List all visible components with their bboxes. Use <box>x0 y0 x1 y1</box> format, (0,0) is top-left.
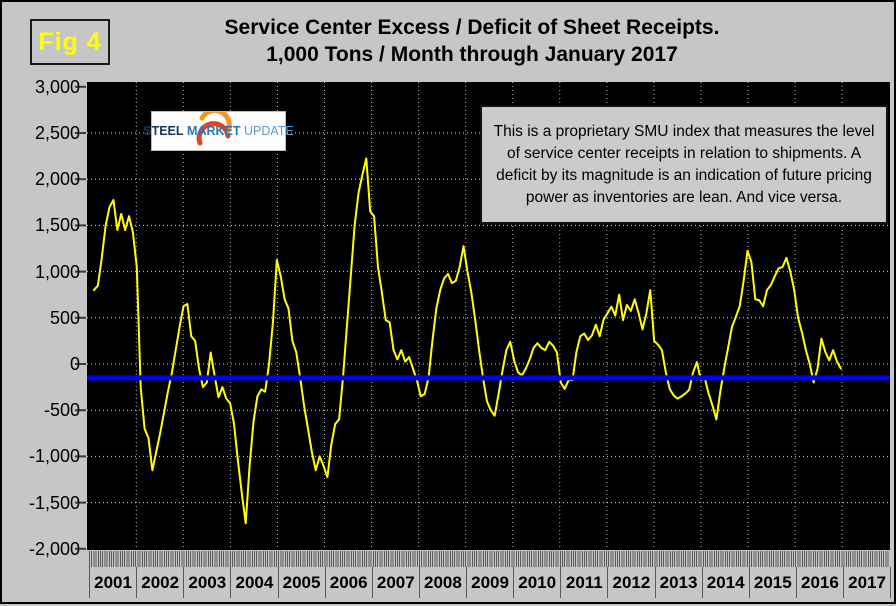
x-axis-minor-ticks <box>89 551 890 567</box>
figure-number-label: Fig 4 <box>38 27 102 56</box>
y-axis-label: 1,500 <box>34 215 80 236</box>
logo-word-steel: STEEL <box>143 124 184 138</box>
y-axis-label: -1,500 <box>28 492 80 513</box>
x-axis-year-label: 2011 <box>561 567 609 598</box>
x-axis-year-labels: 2001 2002 2003 2004 2005 2006 2007 2008 2009 2010… <box>89 567 892 598</box>
x-axis-year-label: 2016 <box>797 567 844 598</box>
steel-market-update-logo: STEEL MARKET UPDATE <box>143 112 294 150</box>
logo-swoosh-icon <box>196 112 232 146</box>
y-axis-label: -2,000 <box>28 538 80 559</box>
x-axis-year-label: 2008 <box>420 567 467 598</box>
y-axis-label: -500 <box>43 400 80 421</box>
y-axis-label: 500 <box>49 307 80 328</box>
logo-word-market: MARKET <box>187 124 241 138</box>
x-axis-year-label: 2013 <box>656 567 703 598</box>
x-axis-year-label: 2014 <box>703 567 750 598</box>
x-axis-year-label: 2015 <box>750 567 797 598</box>
y-axis-label: 2,000 <box>34 169 80 190</box>
x-axis-year-label: 2001 <box>90 567 138 598</box>
x-axis-year-label: 2010 <box>514 567 562 598</box>
x-axis-year-label: 2007 <box>373 567 420 598</box>
x-axis-year-label: 2017 <box>844 567 892 598</box>
chart-title-line2: 1,000 Tons / Month through January 2017 <box>266 43 678 66</box>
x-axis-year-label: 2009 <box>467 567 515 598</box>
annotation-box: This is a proprietary SMU index that mea… <box>480 105 888 224</box>
y-axis-label: -1,000 <box>28 446 80 467</box>
y-axis-label: 2,500 <box>34 123 80 143</box>
x-axis-year-label: 2003 <box>184 567 232 598</box>
x-axis-year-label: 2006 <box>326 567 373 598</box>
figure-number-box: Fig 4 <box>30 19 110 65</box>
logo-text: STEEL MARKET UPDATE <box>143 124 294 138</box>
chart-title-line1: Service Center Excess / Deficit of Sheet… <box>224 16 720 39</box>
x-axis-year-label: 2005 <box>279 567 326 598</box>
y-axis-label: 0 <box>69 354 80 374</box>
logo-word-update: UPDATE <box>243 124 294 138</box>
x-axis-year-label: 2012 <box>608 567 656 598</box>
y-axis-label: 3,000 <box>34 76 80 97</box>
annotation-text: This is a proprietary SMU index that mea… <box>493 122 875 206</box>
y-axis-label: 1,000 <box>34 261 80 282</box>
x-axis-year-label: 2002 <box>137 567 185 598</box>
x-axis-year-label: 2004 <box>231 567 279 598</box>
chart-title: Service Center Excess / Deficit of Sheet… <box>122 14 822 68</box>
excess-deficit-series-line <box>93 157 842 525</box>
